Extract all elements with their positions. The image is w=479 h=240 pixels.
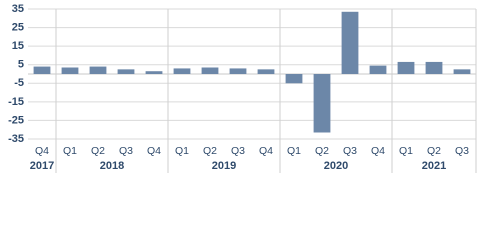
bar [341, 11, 359, 75]
bar [397, 61, 415, 74]
bar [33, 66, 51, 74]
year-label: 2018 [100, 160, 124, 172]
year-label: 2017 [30, 160, 54, 172]
bar [173, 68, 191, 74]
bar [257, 69, 275, 74]
x-tick-label: Q3 [231, 145, 245, 157]
year-label: 2020 [324, 160, 348, 172]
x-tick-label: Q3 [343, 145, 357, 157]
x-tick-label: Q2 [427, 145, 441, 157]
x-tick-label: Q3 [119, 145, 133, 157]
bar [117, 69, 135, 74]
x-tick-label: Q4 [35, 145, 49, 157]
y-tick-label: 15 [12, 40, 24, 52]
year-label: 2019 [212, 160, 236, 172]
bar [369, 65, 387, 74]
bar [425, 61, 443, 74]
y-tick-label: 35 [12, 3, 24, 15]
chart: 35 25 15 5 -5 -15 -25 -35 2017 2018 2019 2020 2021 Q4… [8, 3, 477, 173]
bar [61, 67, 79, 74]
y-tick-label: -15 [8, 96, 24, 108]
bar [89, 66, 107, 74]
x-tick-label: Q2 [91, 145, 105, 157]
bar [313, 74, 331, 133]
y-tick-label: 25 [12, 21, 24, 33]
bar [285, 74, 303, 84]
bar [453, 69, 471, 74]
year-label: 2021 [422, 160, 446, 172]
x-tick-label: Q4 [147, 145, 161, 157]
x-tick-label: Q1 [287, 145, 301, 157]
y-tick-label: -5 [14, 77, 24, 89]
x-tick-label: Q1 [175, 145, 189, 157]
x-tick-label: Q1 [399, 145, 413, 157]
bar [145, 71, 163, 74]
x-tick-label: Q2 [315, 145, 329, 157]
bar [229, 68, 247, 74]
x-tick-label: Q3 [455, 145, 469, 157]
x-tick-label: Q4 [259, 145, 273, 157]
x-tick-label: Q2 [203, 145, 217, 157]
y-tick-label: 5 [18, 59, 24, 71]
bar [201, 67, 219, 74]
x-tick-label: Q4 [371, 145, 385, 157]
x-tick-label: Q1 [63, 145, 77, 157]
y-tick-label: -25 [8, 114, 24, 126]
y-tick-label: -35 [8, 133, 24, 145]
